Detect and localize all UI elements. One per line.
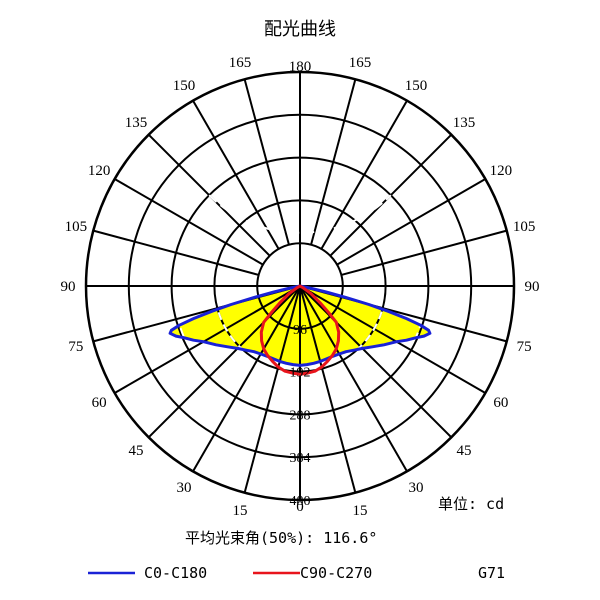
angle-tick-label: 165: [229, 55, 252, 71]
beam-angle-label: 平均光束角(50%): 116.6°: [185, 529, 377, 547]
angle-tick-label: 105: [65, 219, 88, 235]
spoke-line-overlay: [299, 286, 430, 366]
angle-tick-label: 90: [61, 279, 76, 295]
angle-tick-label: 15: [233, 503, 248, 519]
angle-tick-label: 75: [517, 339, 532, 355]
spoke-line-overlay: [299, 286, 357, 366]
angle-tick-label: 90: [525, 279, 540, 295]
angle-tick-label: 60: [92, 395, 107, 411]
radial-tick-label: 384: [290, 451, 311, 466]
radial-tick-label: 480: [290, 494, 311, 509]
chart-title: 配光曲线: [264, 19, 336, 40]
ring-circle: [170, 156, 430, 416]
radial-tick-labels: 96 192 288 384 480: [290, 323, 311, 509]
radial-tick-label: 192: [290, 366, 311, 381]
spoke-line-overlay: [192, 286, 301, 366]
ring-circle: [213, 199, 387, 373]
angle-tick-label: 135: [125, 115, 148, 131]
model-label: G71: [478, 564, 505, 582]
angle-tick-label: 120: [88, 163, 111, 179]
angle-tick-label: 45: [457, 443, 472, 459]
spoke-line-overlay: [243, 286, 301, 366]
angle-tick-label: 180: [289, 59, 312, 75]
angle-tick-label: 60: [493, 395, 508, 411]
dashed-arc-upper: [208, 194, 392, 234]
unit-label: 单位: cd: [438, 495, 504, 513]
series-line-c0-c180: [168, 284, 432, 367]
legend: C0-C180 C90-C270 G71: [88, 564, 505, 582]
angle-labels: 180 1651501351201059075604530150165150135…: [61, 55, 540, 519]
angle-tick-label: 30: [177, 480, 192, 496]
angle-tick-label: 45: [129, 443, 144, 459]
angle-tick-label: 0: [296, 499, 304, 515]
radial-tick-label: 96: [293, 323, 307, 338]
angle-tick-label: 30: [409, 480, 424, 496]
angle-tick-label: 150: [173, 78, 196, 94]
spoke-line-overlay: [299, 286, 408, 366]
angle-tick-label: 150: [405, 78, 428, 94]
series-line-c90-c270: [259, 284, 341, 376]
legend-label-c90-c270: C90-C270: [300, 564, 372, 582]
angle-tick-label: 75: [68, 339, 83, 355]
angle-tick-label: 165: [349, 55, 372, 71]
angle-tick-label: 105: [513, 219, 536, 235]
ring-circle: [84, 70, 516, 502]
legend-label-c0-c180: C0-C180: [144, 564, 207, 582]
angle-tick-label: 120: [490, 163, 513, 179]
angle-tick-label: 135: [453, 115, 476, 131]
spoke-line-overlay: [170, 286, 301, 366]
ring-circle: [127, 113, 473, 459]
ring-circle-overlay: [256, 286, 344, 330]
radial-tick-label: 288: [290, 408, 311, 423]
angle-tick-label: 15: [353, 503, 368, 519]
